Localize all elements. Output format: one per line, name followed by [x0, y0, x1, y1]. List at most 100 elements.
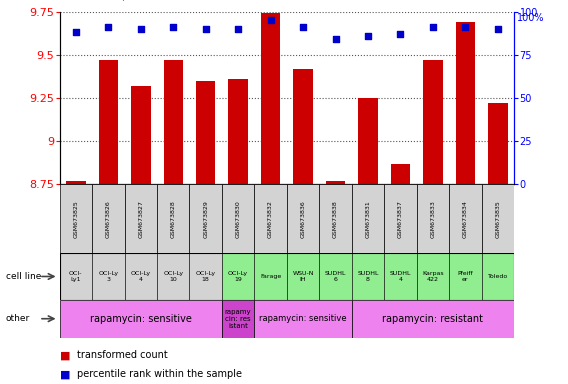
Bar — [482, 253, 514, 300]
Bar — [456, 22, 475, 184]
Point — [493, 26, 502, 32]
Text: SUDHL
6: SUDHL 6 — [325, 271, 346, 282]
Bar — [482, 184, 514, 253]
Point — [428, 24, 437, 30]
Bar — [60, 300, 222, 338]
Text: GSM673833: GSM673833 — [431, 200, 436, 238]
Text: GDS4236 / 8164883: GDS4236 / 8164883 — [60, 0, 186, 2]
Text: GSM673836: GSM673836 — [300, 200, 306, 238]
Bar — [254, 253, 287, 300]
Bar — [352, 253, 384, 300]
Text: OCI-Ly
10: OCI-Ly 10 — [163, 271, 183, 282]
Text: OCI-
Ly1: OCI- Ly1 — [69, 271, 82, 282]
Point — [104, 24, 113, 30]
Bar — [417, 253, 449, 300]
Bar — [449, 253, 482, 300]
Bar — [190, 184, 222, 253]
Point — [136, 26, 145, 32]
Bar — [228, 79, 248, 184]
Text: rapamycin: resistant: rapamycin: resistant — [382, 314, 483, 324]
Bar — [261, 13, 281, 184]
Bar — [319, 184, 352, 253]
Text: ■: ■ — [60, 369, 70, 379]
Text: GSM673832: GSM673832 — [268, 200, 273, 238]
Point — [266, 17, 275, 23]
Bar — [254, 184, 287, 253]
Text: GSM673826: GSM673826 — [106, 200, 111, 238]
Bar — [92, 184, 124, 253]
Bar — [66, 181, 86, 184]
Bar — [124, 184, 157, 253]
Text: OCI-Ly
4: OCI-Ly 4 — [131, 271, 151, 282]
Text: OCI-Ly
19: OCI-Ly 19 — [228, 271, 248, 282]
Bar — [124, 253, 157, 300]
Point — [233, 26, 243, 32]
Bar — [196, 81, 215, 184]
Point — [299, 24, 308, 30]
Text: 100%: 100% — [517, 13, 544, 23]
Text: OCI-Ly
18: OCI-Ly 18 — [195, 271, 216, 282]
Bar — [157, 184, 190, 253]
Bar — [287, 184, 319, 253]
Bar — [60, 184, 92, 253]
Bar — [222, 184, 254, 253]
Text: GSM673834: GSM673834 — [463, 200, 468, 238]
Text: GSM673825: GSM673825 — [73, 200, 78, 238]
Text: Pfeiff
er: Pfeiff er — [458, 271, 473, 282]
Bar — [384, 253, 417, 300]
Text: rapamycin: sensitive: rapamycin: sensitive — [259, 314, 347, 323]
Bar — [222, 300, 254, 338]
Bar — [384, 184, 417, 253]
Bar — [99, 60, 118, 184]
Bar — [92, 253, 124, 300]
Point — [331, 36, 340, 42]
Point — [201, 26, 210, 32]
Bar — [326, 181, 345, 184]
Text: rapamycin: sensitive: rapamycin: sensitive — [90, 314, 192, 324]
Bar — [222, 253, 254, 300]
Bar — [131, 86, 151, 184]
Point — [72, 29, 81, 35]
Text: Toledo: Toledo — [488, 274, 508, 279]
Text: SUDHL
4: SUDHL 4 — [390, 271, 411, 282]
Bar — [352, 300, 514, 338]
Bar — [417, 184, 449, 253]
Text: OCI-Ly
3: OCI-Ly 3 — [98, 271, 118, 282]
Text: cell line: cell line — [6, 272, 41, 281]
Bar — [488, 103, 508, 184]
Point — [364, 33, 373, 39]
Text: GSM673838: GSM673838 — [333, 200, 338, 238]
Point — [461, 24, 470, 30]
Text: GSM673837: GSM673837 — [398, 200, 403, 238]
Text: ■: ■ — [60, 350, 70, 360]
Text: Farage: Farage — [260, 274, 281, 279]
Text: transformed count: transformed count — [77, 350, 168, 360]
Bar — [423, 60, 442, 184]
Text: GSM673831: GSM673831 — [365, 200, 370, 238]
Text: Karpas
422: Karpas 422 — [422, 271, 444, 282]
Bar — [293, 68, 313, 184]
Point — [396, 31, 405, 37]
Text: GSM673828: GSM673828 — [171, 200, 176, 238]
Bar — [352, 184, 384, 253]
Text: GSM673830: GSM673830 — [236, 200, 241, 238]
Text: GSM673829: GSM673829 — [203, 200, 208, 238]
Bar — [449, 184, 482, 253]
Bar — [319, 253, 352, 300]
Text: rapamy
cin: res
istant: rapamy cin: res istant — [225, 309, 252, 329]
Bar — [164, 60, 183, 184]
Bar — [190, 253, 222, 300]
Bar — [60, 253, 92, 300]
Text: WSU-N
IH: WSU-N IH — [293, 271, 314, 282]
Bar — [287, 253, 319, 300]
Text: SUDHL
8: SUDHL 8 — [357, 271, 379, 282]
Point — [169, 24, 178, 30]
Bar — [358, 98, 378, 184]
Bar — [391, 164, 410, 184]
Text: GSM673827: GSM673827 — [138, 200, 143, 238]
Bar — [157, 253, 190, 300]
Text: GSM673835: GSM673835 — [495, 200, 500, 238]
Text: percentile rank within the sample: percentile rank within the sample — [77, 369, 241, 379]
Bar — [254, 300, 352, 338]
Text: other: other — [6, 314, 30, 323]
